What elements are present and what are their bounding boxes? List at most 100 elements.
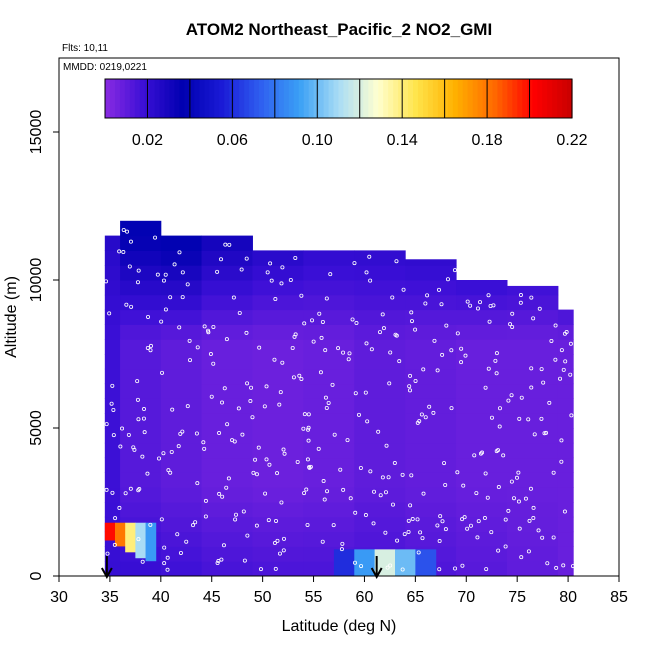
sample-point — [347, 351, 352, 356]
colorbar-segment — [358, 79, 364, 118]
heatmap-cell — [303, 339, 355, 355]
sample-point — [339, 547, 344, 552]
sample-point — [440, 519, 445, 524]
heatmap-cell — [354, 250, 406, 266]
x-tick-label: 50 — [254, 589, 272, 606]
heatmap-cell — [104, 339, 121, 355]
sample-point — [558, 376, 563, 381]
heatmap-cell — [456, 546, 508, 562]
sample-point — [135, 280, 140, 285]
colorbar-segment — [432, 79, 439, 118]
sample-point — [277, 402, 282, 407]
sample-point — [219, 557, 224, 562]
colorbar-segment — [318, 79, 325, 118]
heatmap-cell — [354, 309, 406, 325]
sample-point — [234, 512, 239, 517]
sample-point — [128, 486, 133, 491]
y-tick-label: 0 — [28, 571, 45, 580]
sample-point — [323, 395, 328, 400]
sample-point — [408, 388, 413, 393]
heatmap-cell — [557, 531, 574, 547]
colorbar-segment — [288, 79, 295, 118]
heatmap-cell — [160, 354, 203, 370]
heatmap-cell — [104, 250, 121, 266]
sample-point — [126, 432, 131, 437]
heatmap-cell — [252, 457, 304, 473]
sample-point — [165, 567, 170, 572]
sample-point — [526, 549, 531, 554]
sample-point — [110, 490, 115, 495]
heatmap-cell — [201, 472, 253, 488]
sample-point — [254, 523, 259, 528]
sample-point — [485, 495, 490, 500]
sample-point — [476, 519, 481, 524]
y-axis: 0 5000 10000 15000 — [28, 110, 59, 580]
heatmap-cell — [456, 442, 508, 459]
heatmap-cell — [160, 324, 203, 340]
colorbar-segment — [283, 79, 290, 118]
heatmap-cell — [104, 265, 121, 281]
sample-point — [460, 563, 465, 568]
sample-point — [295, 459, 300, 464]
sample-point — [443, 483, 448, 488]
colorbar-segment — [388, 79, 394, 118]
heatmap-cell — [456, 502, 508, 518]
heatmap-cell — [252, 280, 304, 296]
heatmap-cell — [354, 472, 406, 488]
heatmap-cell — [354, 294, 406, 311]
sample-point — [510, 311, 515, 316]
sample-point — [191, 523, 196, 528]
sample-point — [293, 255, 298, 260]
colorbar-segment — [383, 79, 389, 118]
sample-point — [227, 242, 232, 247]
sample-point — [281, 536, 286, 541]
sample-point — [415, 517, 420, 522]
heatmap-cell — [303, 502, 355, 518]
sample-point — [483, 471, 488, 476]
sample-point — [542, 431, 547, 436]
sample-point — [140, 559, 145, 564]
heatmap-cell — [252, 339, 304, 355]
sample-point — [353, 510, 358, 515]
sample-point — [407, 384, 412, 389]
heatmap-cell — [557, 561, 574, 577]
sample-point — [400, 472, 405, 477]
heatmap-cell — [201, 294, 253, 311]
sample-point — [415, 420, 420, 425]
sample-point — [240, 432, 245, 437]
heatmap-cell — [303, 428, 355, 444]
sample-point — [341, 487, 346, 492]
sample-point — [274, 518, 279, 523]
sample-point — [302, 412, 307, 417]
heatmap-cell — [201, 428, 253, 444]
sample-point — [163, 272, 168, 277]
sample-point — [392, 461, 397, 466]
sample-point — [148, 522, 153, 527]
heatmap-cell — [557, 398, 574, 414]
sample-point — [268, 261, 273, 266]
sample-point — [475, 535, 480, 540]
colorbar-segment — [422, 79, 429, 118]
heatmap-cell — [201, 339, 253, 355]
sample-point — [121, 250, 126, 255]
sample-point — [341, 350, 346, 355]
sample-point — [105, 551, 110, 556]
sample-point — [482, 516, 487, 521]
heatmap-cell — [557, 368, 574, 385]
surface-feature-cell — [333, 549, 355, 576]
colorbar-segment — [114, 79, 121, 118]
sample-point — [159, 319, 164, 324]
sample-point — [177, 250, 182, 255]
heatmap-cell — [120, 368, 162, 385]
sample-point — [387, 381, 392, 386]
colorbar-segment — [502, 79, 509, 118]
sample-point — [195, 345, 200, 350]
heatmap-cell — [557, 516, 574, 533]
sample-point — [437, 567, 442, 572]
colorbar-segment — [497, 79, 504, 118]
sample-point — [436, 287, 441, 292]
x-tick-label: 65 — [406, 589, 424, 606]
sample-point — [410, 517, 415, 522]
sample-point — [305, 457, 310, 462]
sample-point — [421, 491, 426, 496]
